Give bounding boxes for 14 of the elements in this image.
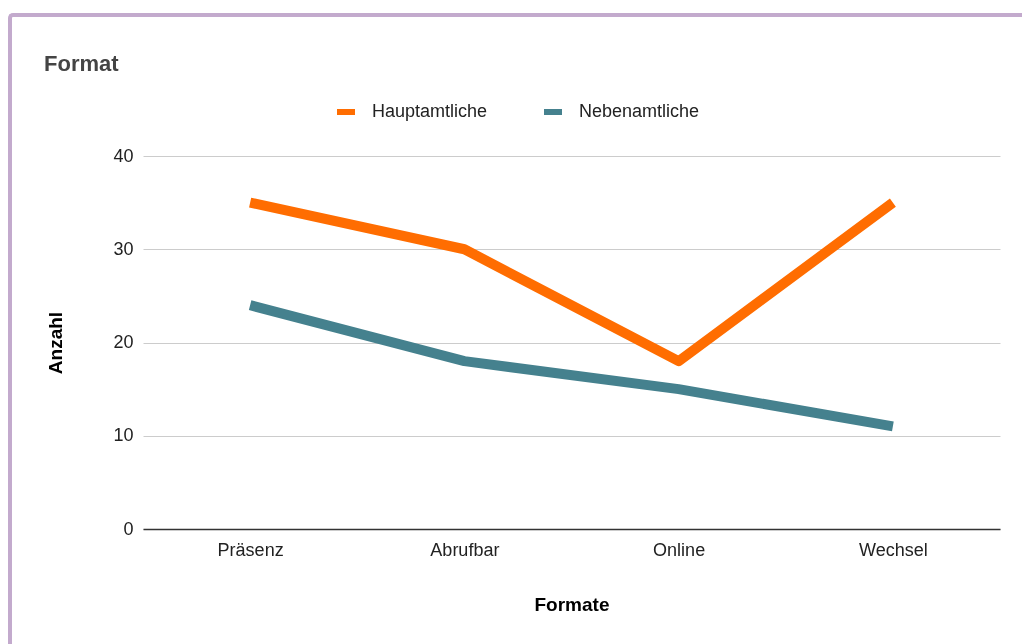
x-tick-label: Wechsel <box>859 539 928 560</box>
y-tick-label: 20 <box>113 332 134 352</box>
legend-label: Hauptamtliche <box>372 101 488 121</box>
y-tick-label: 40 <box>113 145 134 166</box>
x-tick-label: Präsenz <box>217 539 284 560</box>
chart-title: Format <box>44 51 120 76</box>
y-tick-label: 30 <box>113 238 134 259</box>
y-tick-label: 10 <box>113 425 134 446</box>
legend-label: Nebenamtliche <box>579 101 700 121</box>
x-axis-title: Formate <box>534 593 610 615</box>
x-tick-label: Online <box>653 539 706 560</box>
x-tick-label: Abrufbar <box>430 539 500 560</box>
y-axis-title: Anzahl <box>45 311 67 375</box>
y-tick-label: 0 <box>123 518 134 539</box>
